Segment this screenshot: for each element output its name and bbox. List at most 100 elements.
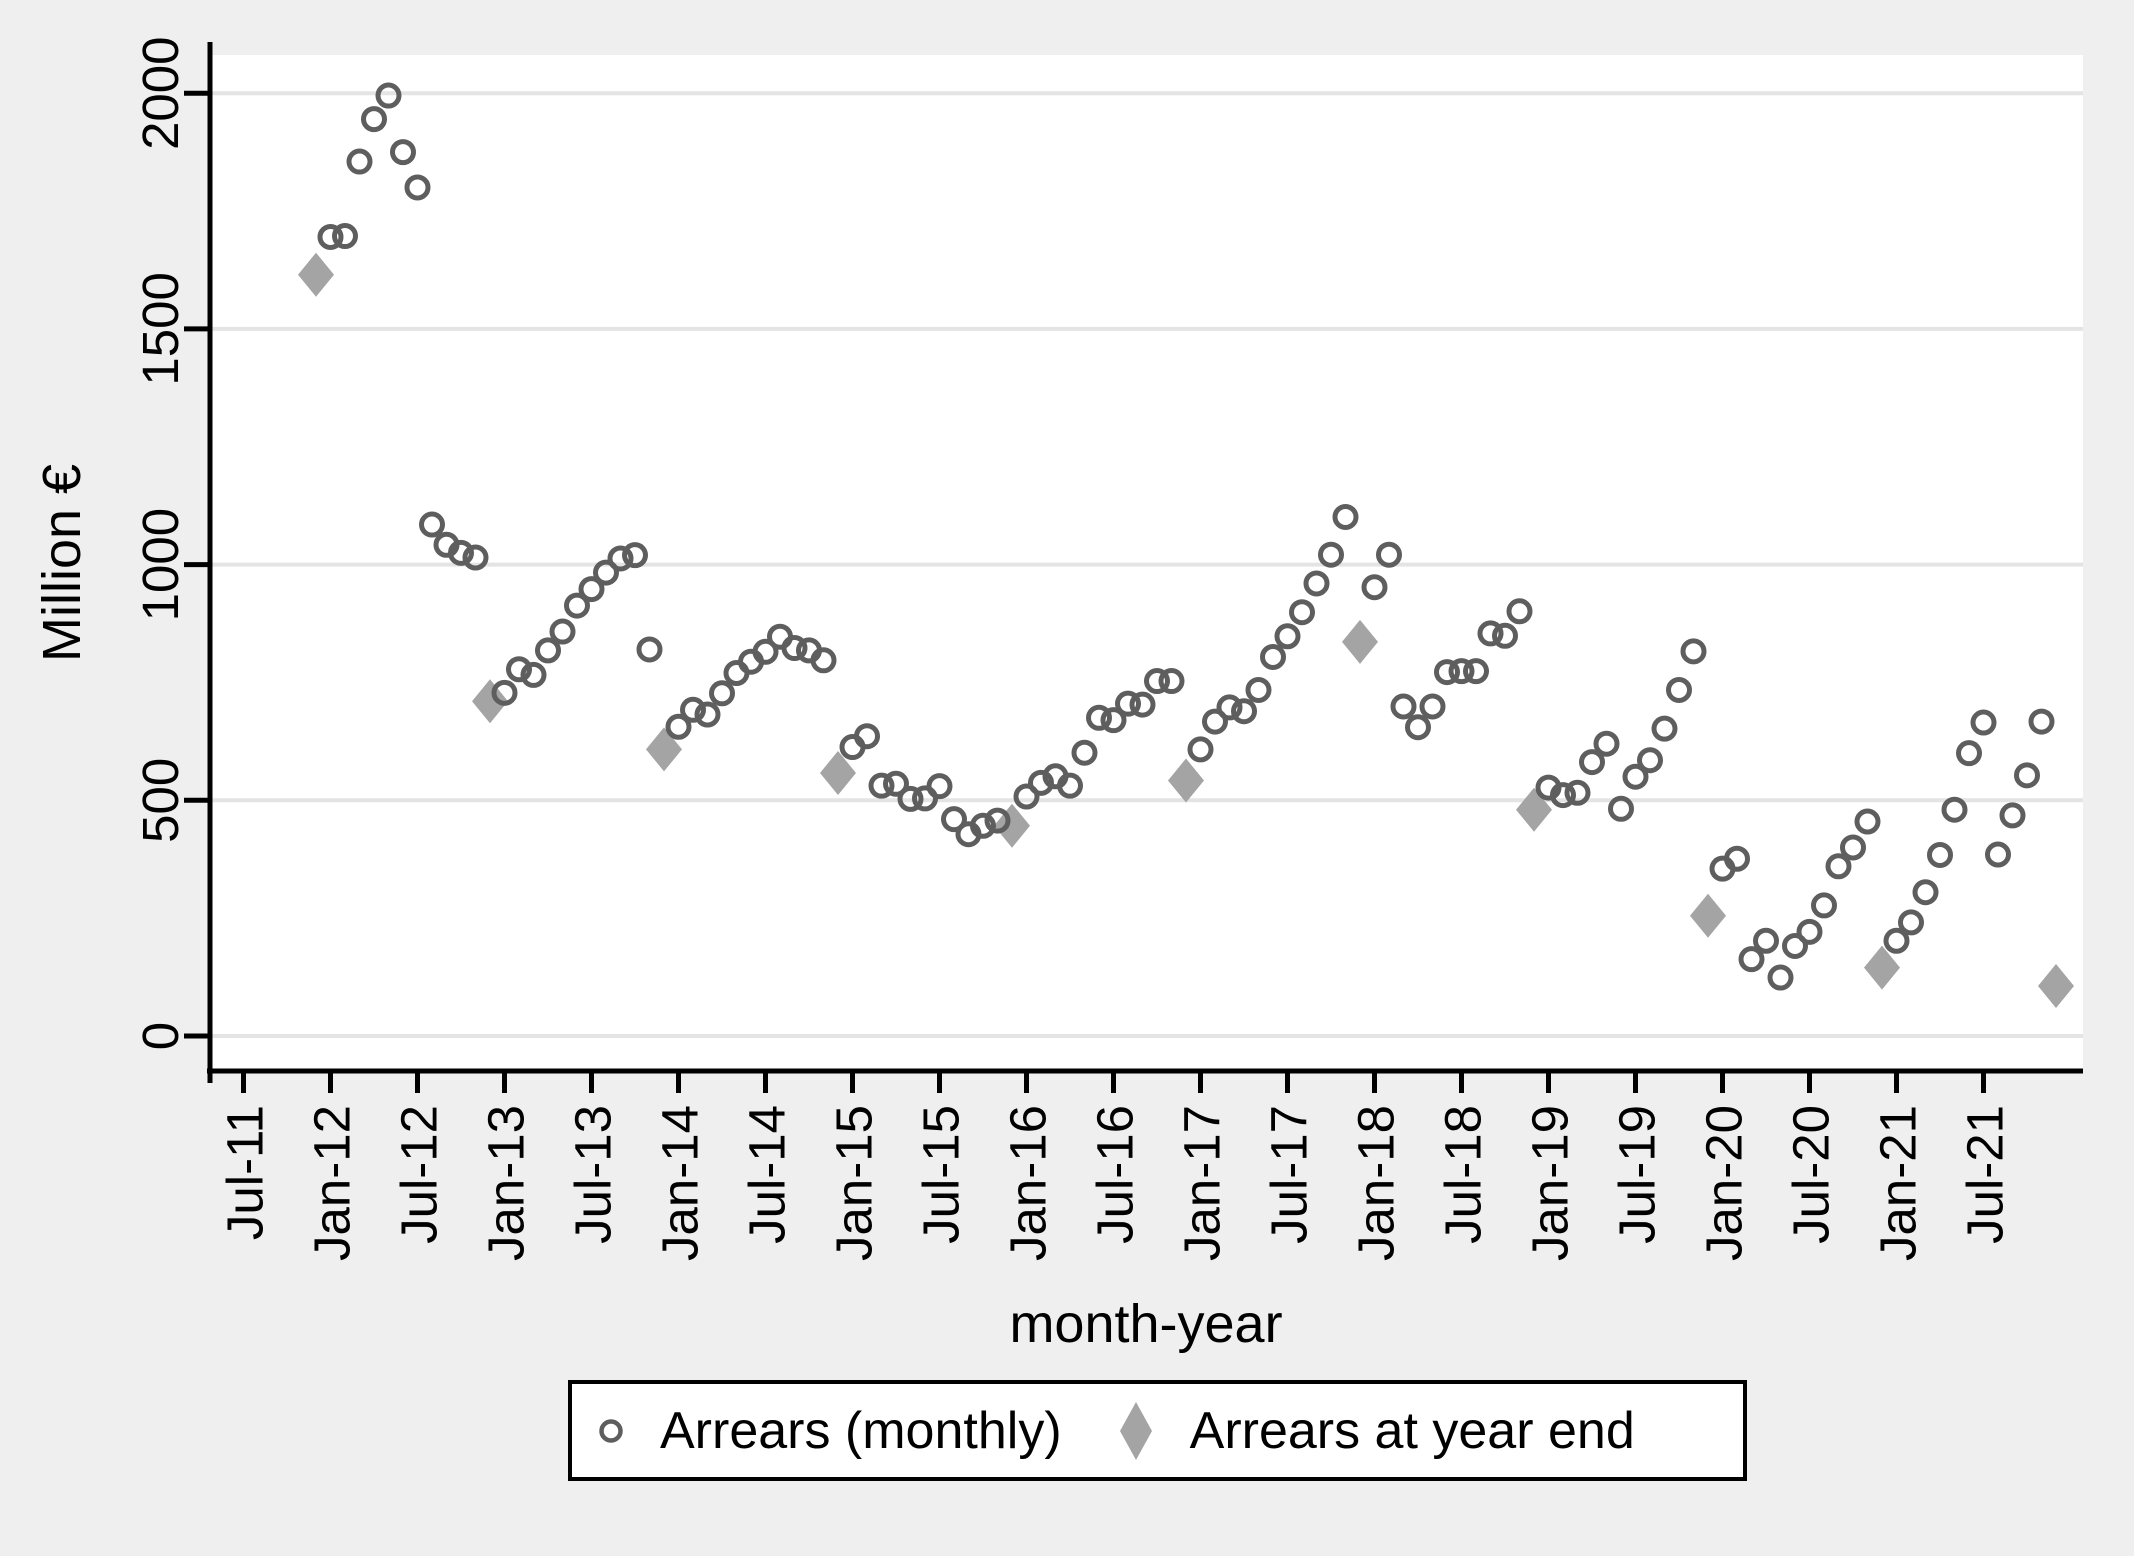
x-tick-label: Jul-20	[1783, 1105, 1840, 1244]
legend-item-monthly: Arrears (monthly)	[598, 1401, 1062, 1461]
data-point-circle	[694, 701, 721, 728]
legend: Arrears (monthly) Arrears at year end	[568, 1380, 1747, 1481]
y-tick-label: 1500	[132, 272, 189, 385]
data-point-circle	[1999, 802, 2026, 829]
x-tick-label: Jan-18	[1348, 1105, 1405, 1261]
data-point-circle	[1796, 918, 1823, 945]
x-tick-label: Jul-19	[1609, 1105, 1666, 1244]
data-point-circle	[897, 785, 924, 812]
data-point-circle	[665, 713, 692, 740]
data-point-circle	[1883, 927, 1910, 954]
data-point-circle	[462, 544, 489, 571]
data-point-circle	[1216, 694, 1243, 721]
data-point-circle	[1782, 932, 1808, 959]
data-point-circle	[1811, 892, 1837, 919]
data-point-circle	[2014, 762, 2040, 789]
data-point-circle	[1274, 623, 1301, 650]
data-point-circle	[854, 723, 880, 750]
data-point-circle	[578, 576, 605, 603]
data-point-circle	[1680, 638, 1707, 665]
data-point-circle	[622, 542, 648, 569]
x-tick-label: Jul-21	[1957, 1105, 2014, 1244]
x-tick-label: Jul-12	[391, 1105, 448, 1244]
data-point-circle	[1434, 659, 1460, 686]
data-point-circle	[317, 223, 344, 250]
x-tick-label: Jan-13	[478, 1105, 535, 1261]
diamond-marker-icon	[1118, 1400, 1154, 1462]
y-tick-label: 2000	[132, 36, 189, 149]
data-point-circle	[1492, 622, 1518, 649]
legend-label-yearend: Arrears at year end	[1189, 1401, 1635, 1460]
data-point-circle	[781, 635, 808, 662]
data-point-circle	[970, 812, 996, 839]
data-point-circle	[1448, 658, 1475, 685]
data-point-circle	[491, 679, 518, 706]
data-point-diamond	[820, 750, 856, 795]
data-point-diamond	[298, 252, 334, 297]
data-point-circle	[1593, 730, 1620, 757]
x-tick-label: Jan-19	[1522, 1105, 1579, 1261]
data-point-circle	[1970, 709, 1997, 736]
y-tick-label: 0	[132, 1022, 189, 1050]
data-point-circle	[1390, 693, 1417, 720]
data-point-circle	[1579, 749, 1605, 776]
data-point-diamond	[1690, 893, 1726, 938]
x-tick-label: Jul-17	[1261, 1105, 1318, 1244]
data-point-circle	[1028, 769, 1054, 796]
data-point-circle	[607, 545, 634, 572]
data-point-circle	[375, 82, 402, 109]
data-point-circle	[1622, 763, 1649, 790]
data-point-circle	[1144, 668, 1170, 695]
data-point-circle	[1550, 782, 1576, 809]
data-point-circle	[1202, 708, 1228, 735]
data-point-circle	[636, 636, 663, 663]
data-point-circle	[680, 696, 706, 723]
data-point-circle	[1840, 834, 1866, 861]
data-point-circle	[1985, 841, 2011, 868]
data-point-circle	[1419, 693, 1446, 720]
x-tick-label: Jan-15	[826, 1105, 883, 1261]
data-point-circle	[1898, 909, 1924, 936]
data-point-circle	[419, 511, 445, 538]
x-tick-label: Jan-12	[304, 1105, 361, 1261]
data-point-circle	[1666, 676, 1692, 703]
x-tick-label: Jan-17	[1174, 1105, 1231, 1261]
data-point-circle	[1318, 541, 1344, 568]
x-tick-label: Jan-21	[1870, 1105, 1927, 1261]
data-point-circle	[984, 807, 1011, 834]
data-point-circle	[1477, 620, 1504, 647]
data-point-circle	[1767, 964, 1794, 991]
x-tick-label: Jul-14	[739, 1105, 796, 1244]
data-point-circle	[1724, 845, 1750, 872]
data-point-circle	[1825, 853, 1852, 880]
data-point-circle	[868, 772, 895, 799]
x-tick-label: Jan-16	[1000, 1105, 1057, 1261]
data-point-circle	[1956, 740, 1982, 767]
data-point-circle	[1289, 599, 1315, 626]
data-point-circle	[1303, 570, 1330, 597]
data-point-circle	[535, 637, 561, 664]
data-point-circle	[1753, 927, 1779, 954]
data-point-diamond	[2038, 964, 2074, 1009]
data-point-circle	[1506, 598, 1533, 625]
legend-label-monthly: Arrears (monthly)	[660, 1401, 1062, 1460]
data-point-circle	[2028, 708, 2055, 735]
x-tick-label: Jul-18	[1435, 1105, 1492, 1244]
data-point-circle	[1376, 541, 1402, 568]
x-tick-label: Jul-11	[217, 1105, 274, 1240]
y-tick-label: 1000	[132, 508, 189, 621]
data-point-circle	[1854, 808, 1881, 835]
data-point-circle	[404, 174, 431, 201]
data-point-circle	[1941, 796, 1968, 823]
legend-item-yearend: Arrears at year end	[1118, 1400, 1635, 1462]
data-point-circle	[1129, 691, 1156, 718]
data-point-circle	[1057, 772, 1083, 799]
data-point-diamond	[1864, 945, 1900, 990]
data-point-circle	[1361, 574, 1388, 601]
x-axis-title: month-year	[1009, 1294, 1282, 1354]
data-point-circle	[1187, 736, 1214, 763]
x-tick-label: Jul-15	[913, 1105, 970, 1244]
data-point-circle	[1637, 747, 1663, 774]
data-point-circle	[332, 223, 358, 250]
